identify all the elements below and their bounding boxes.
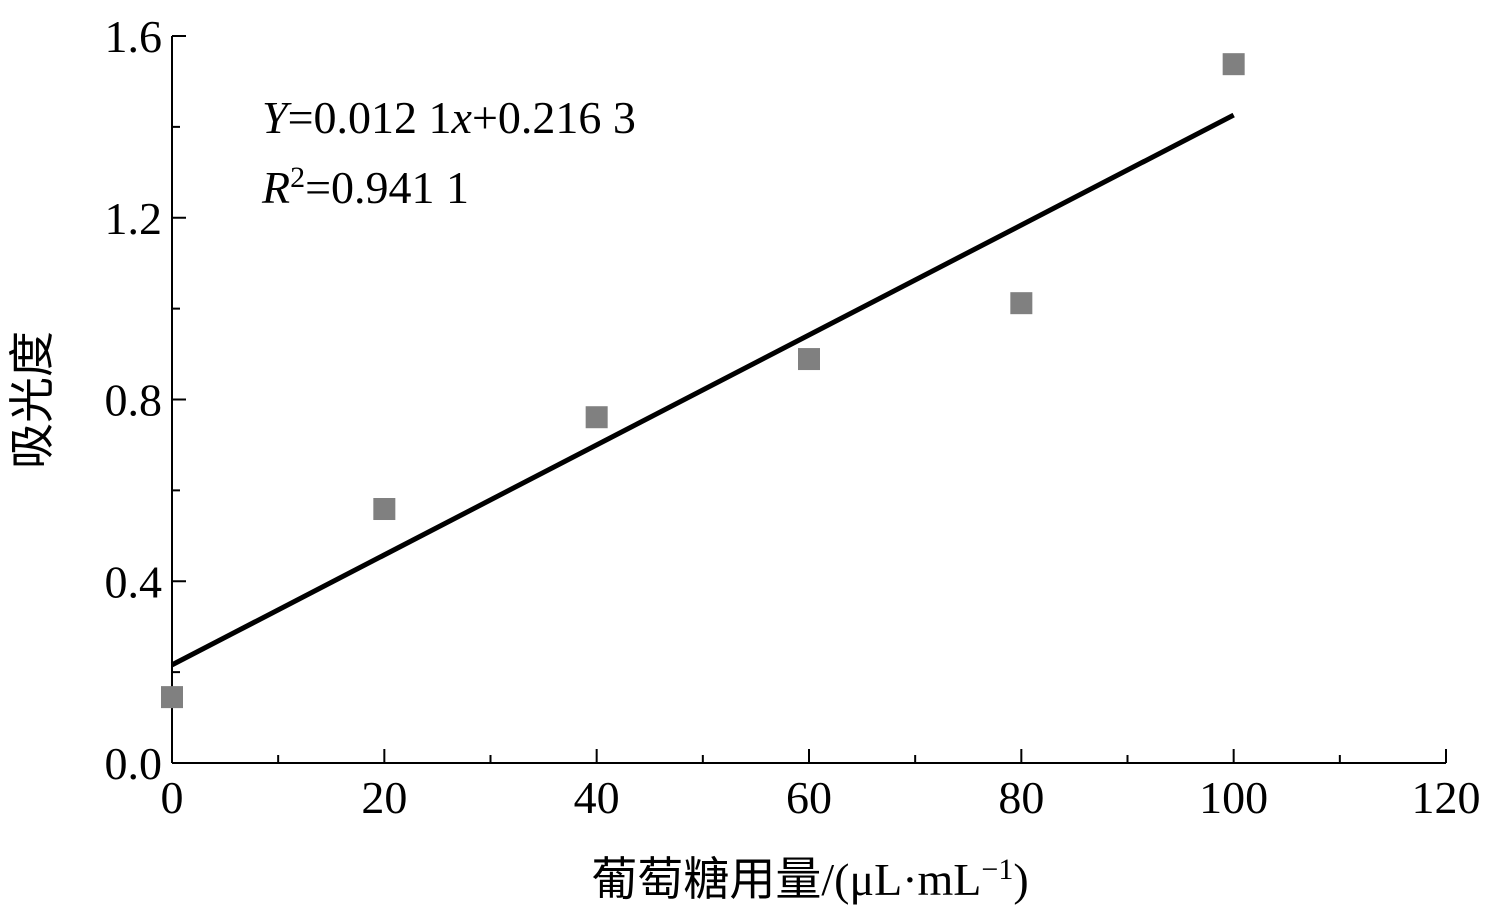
text-part: 2 bbox=[290, 161, 305, 194]
text-part: R bbox=[261, 162, 290, 213]
point bbox=[585, 406, 608, 429]
text-part: x bbox=[451, 92, 473, 143]
point bbox=[373, 498, 396, 521]
x-tick-label: 60 bbox=[786, 772, 832, 823]
text-part: =0.012 1 bbox=[288, 92, 452, 143]
x-tick-label: 100 bbox=[1199, 772, 1268, 823]
x-tick-label: 0 bbox=[161, 772, 184, 823]
text-part: 葡萄糖用量/(μL·mL bbox=[591, 854, 981, 905]
y-tick-label: 1.2 bbox=[105, 193, 163, 244]
point bbox=[1010, 292, 1033, 315]
x-axis-label: 葡萄糖用量/(μL·mL−1) bbox=[591, 853, 1028, 906]
annotation: R2=0.941 1 bbox=[261, 161, 469, 214]
trendline bbox=[170, 112, 1235, 668]
text-part: =0.941 1 bbox=[305, 162, 469, 213]
text-part: −1 bbox=[981, 853, 1013, 886]
y-tick-label: 0.8 bbox=[105, 375, 163, 426]
y-tick-label: 0.4 bbox=[105, 556, 163, 607]
y-tick-label: 1.6 bbox=[105, 11, 163, 62]
x-tick-label: 20 bbox=[361, 772, 407, 823]
x-tick-label: 120 bbox=[1412, 772, 1481, 823]
text-part: Y bbox=[262, 92, 292, 143]
x-tick-label: 80 bbox=[998, 772, 1044, 823]
point bbox=[798, 348, 820, 371]
annotation: Y=0.012 1x+0.216 3 bbox=[262, 92, 636, 143]
y-tick-label: 0.0 bbox=[105, 738, 163, 789]
text-part: ) bbox=[1013, 854, 1028, 905]
point bbox=[1222, 53, 1245, 76]
point bbox=[161, 686, 183, 709]
x-tick-label: 40 bbox=[574, 772, 620, 823]
y-axis-label: 吸光度 bbox=[7, 331, 58, 469]
text-part: +0.216 3 bbox=[472, 92, 636, 143]
